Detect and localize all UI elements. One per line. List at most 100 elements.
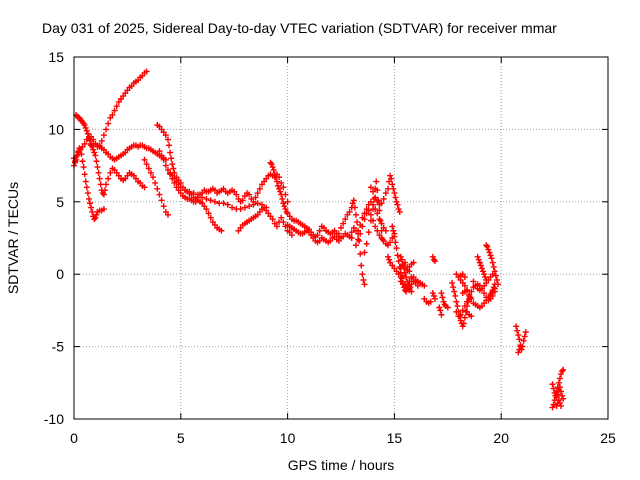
y-tick-label: 10 (48, 121, 64, 137)
data-point (170, 165, 177, 172)
data-point (147, 169, 154, 176)
data-point (421, 282, 428, 289)
data-point (93, 158, 100, 165)
data-point (488, 255, 495, 262)
data-point (395, 258, 402, 265)
data-point (346, 208, 353, 215)
x-tick-label: 15 (387, 430, 403, 446)
data-point (558, 371, 565, 378)
data-point (100, 206, 107, 213)
data-point (107, 169, 114, 176)
data-point (486, 249, 493, 256)
data-point (152, 179, 159, 186)
data-point (457, 317, 464, 324)
data-point (397, 253, 404, 260)
data-point (162, 162, 169, 169)
data-point (361, 249, 368, 256)
data-point (392, 194, 399, 201)
data-point (359, 223, 366, 230)
data-point (279, 195, 286, 202)
data-point (284, 198, 291, 205)
data-point (363, 240, 370, 247)
data-point (84, 130, 91, 137)
data-point (145, 165, 152, 172)
data-point (389, 223, 396, 230)
data-point (555, 397, 562, 404)
data-point (282, 206, 289, 213)
data-point (81, 122, 88, 129)
data-point (246, 191, 253, 198)
data-point (461, 274, 468, 281)
data-point (349, 200, 356, 207)
data-point (461, 282, 468, 289)
data-point (350, 197, 357, 204)
data-point (352, 211, 359, 218)
data-point (522, 329, 529, 336)
data-point (278, 179, 285, 186)
data-point (100, 132, 107, 139)
y-tick-label: -10 (44, 411, 64, 427)
data-point (386, 256, 393, 263)
data-point (143, 161, 150, 168)
data-point (256, 185, 263, 192)
data-point (439, 294, 446, 301)
data-point (481, 290, 488, 297)
data-point (354, 219, 361, 226)
data-point (141, 156, 148, 163)
data-point (558, 402, 565, 409)
data-point (211, 198, 218, 205)
data-point (393, 198, 400, 205)
data-point (477, 262, 484, 269)
data-point (493, 276, 500, 283)
data-point (378, 200, 385, 207)
y-tick-label: 0 (56, 266, 64, 282)
data-point (346, 233, 353, 240)
data-point (274, 182, 281, 189)
data-point (516, 346, 523, 353)
data-point (485, 246, 492, 253)
data-point (199, 194, 206, 201)
data-point (335, 237, 342, 244)
data-point (167, 149, 174, 156)
data-point (444, 304, 451, 311)
data-point (281, 203, 288, 210)
data-point (404, 263, 411, 270)
data-point (273, 223, 280, 230)
data-point (359, 271, 366, 278)
data-point (394, 252, 401, 259)
data-point (338, 224, 344, 231)
data-point (352, 242, 359, 249)
data-point (549, 381, 556, 388)
data-point (384, 253, 391, 260)
data-point (113, 103, 120, 110)
data-point (252, 194, 259, 201)
data-point (162, 132, 169, 139)
data-point (355, 236, 362, 243)
data-point (560, 366, 567, 373)
data-point (387, 172, 394, 179)
data-point (468, 295, 475, 302)
data-point (407, 284, 414, 291)
data-point (220, 200, 227, 207)
data-point (461, 303, 468, 310)
data-point (452, 292, 459, 299)
data-point (406, 268, 413, 275)
data-point (549, 404, 556, 411)
data-point (453, 298, 460, 305)
data-point (82, 124, 89, 131)
data-point (280, 184, 287, 191)
y-tick-labels: -10 -5 0 5 10 15 (44, 49, 64, 427)
data-point (487, 252, 494, 259)
data-point (80, 164, 87, 171)
data-point (164, 211, 171, 218)
data-point (87, 200, 94, 207)
data-point (246, 203, 253, 210)
data-point (105, 175, 112, 182)
data-point (83, 184, 90, 191)
data-point (342, 216, 349, 223)
data-point (376, 207, 383, 214)
data-point (556, 400, 563, 407)
data-point (237, 206, 244, 213)
data-point (158, 197, 165, 204)
